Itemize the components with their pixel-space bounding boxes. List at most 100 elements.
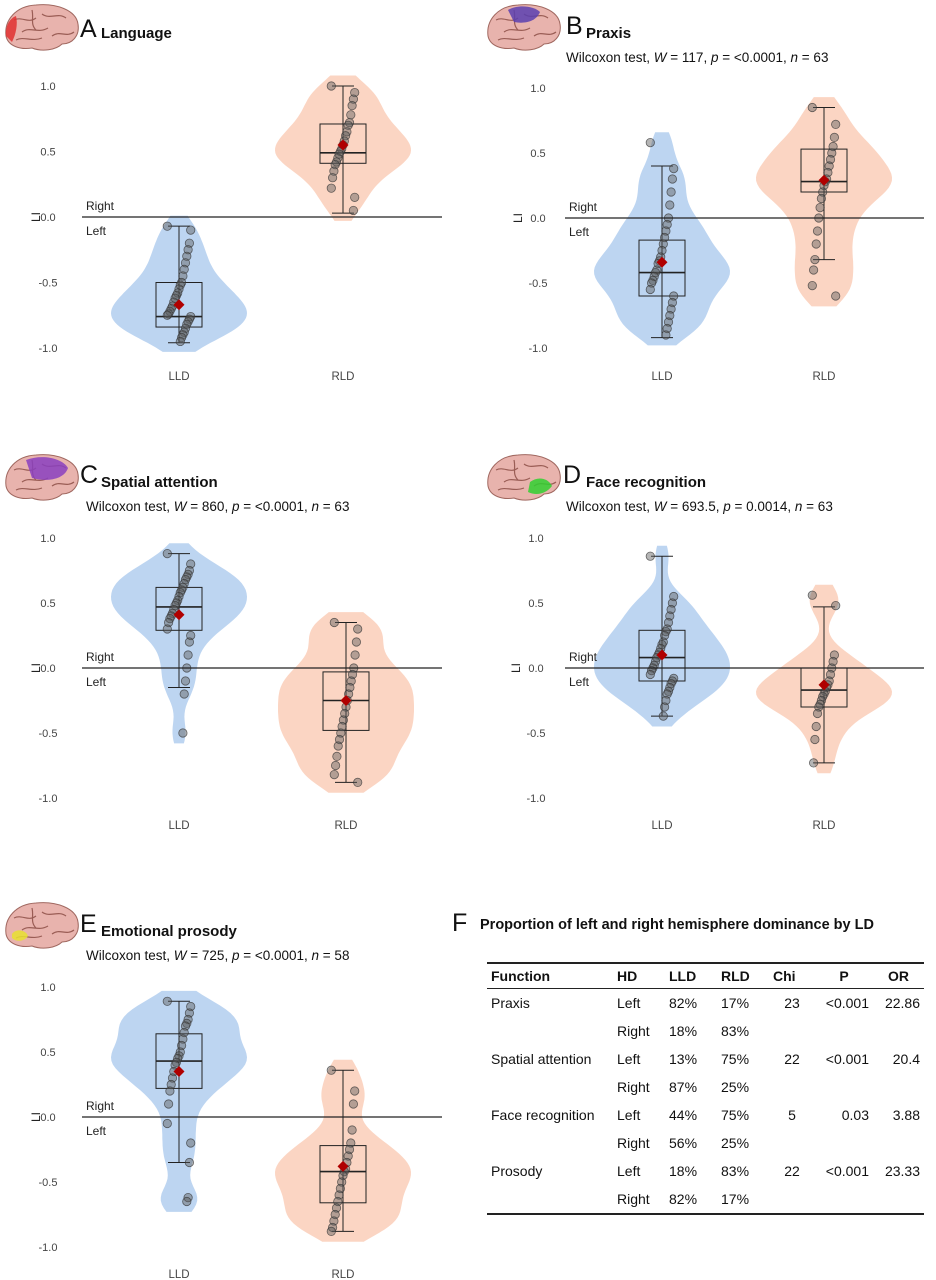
data-point xyxy=(179,689,189,699)
table-cell: <0.001 xyxy=(825,1051,869,1067)
y-tick-label: 1.0 xyxy=(40,533,55,545)
col-or: OR xyxy=(873,962,924,989)
data-point xyxy=(347,101,357,111)
col-rld: RLD xyxy=(717,962,769,989)
stat-line: Wilcoxon test, W = 693.5, p = 0.0014, n … xyxy=(566,499,833,514)
panel-letter-c: C xyxy=(80,461,99,489)
data-point xyxy=(184,1157,194,1168)
y-axis-label: LI xyxy=(509,663,523,673)
mean-marker xyxy=(818,679,830,691)
brain-region-highlight xyxy=(508,6,540,23)
data-point xyxy=(162,996,172,1006)
brain-icon xyxy=(5,454,79,501)
mean-marker xyxy=(173,299,185,311)
group-rld xyxy=(756,97,892,307)
data-point xyxy=(171,1057,181,1068)
table-cell: 23 xyxy=(784,995,800,1011)
stat-line: Wilcoxon test, W = 860, p = <0.0001, n =… xyxy=(86,499,350,514)
mean-marker xyxy=(337,139,349,151)
data-point xyxy=(182,1196,192,1207)
data-point xyxy=(812,708,823,719)
y-tick-label: 0.5 xyxy=(40,1047,55,1059)
table-cell: 82% xyxy=(665,1185,717,1215)
panel-title: Face recognition xyxy=(586,474,707,491)
data-point xyxy=(178,582,188,593)
mean-marker xyxy=(656,256,668,268)
y-tick-label: -0.5 xyxy=(529,278,548,290)
panel-title: Language xyxy=(101,25,172,42)
group-lld xyxy=(594,545,730,727)
y-tick-label: -1.0 xyxy=(39,1242,58,1254)
y-tick-label: -1.0 xyxy=(39,793,58,805)
data-point xyxy=(816,193,827,204)
data-point xyxy=(333,741,343,751)
y-tick-label: 0.5 xyxy=(40,598,55,610)
data-point xyxy=(162,221,172,231)
left-label: Left xyxy=(86,1124,107,1138)
table-header-row: Function HD LLD RLD Chi P OR xyxy=(487,962,924,989)
data-point xyxy=(807,102,817,113)
data-point xyxy=(348,1099,358,1109)
mean-marker xyxy=(337,1160,349,1172)
data-point xyxy=(178,728,188,738)
table-cell: 13% xyxy=(669,1051,698,1067)
col-chi: Chi xyxy=(769,962,815,989)
table-row: Prosody Left 18% 83% 22 <0.001 23.33 xyxy=(487,1157,924,1185)
mean-marker xyxy=(173,609,185,621)
table-cell: 25% xyxy=(721,1135,750,1151)
table-cell: 5 xyxy=(788,1107,796,1123)
box xyxy=(155,282,203,328)
table-cell: <0.001 xyxy=(825,995,869,1011)
data-point xyxy=(182,1018,192,1029)
data-point xyxy=(183,569,193,580)
brain-region-highlight xyxy=(528,478,552,494)
mean-marker xyxy=(818,174,830,186)
data-point xyxy=(326,1226,336,1237)
panel-title: Spatial attention xyxy=(101,474,218,491)
table-cell: 44% xyxy=(669,1107,698,1123)
box xyxy=(319,1145,367,1204)
data-point xyxy=(831,600,841,611)
table-cell: 75% xyxy=(721,1107,750,1123)
x-tick-label: LLD xyxy=(168,1269,189,1280)
data-point xyxy=(347,1125,357,1135)
table-cell: 17% xyxy=(717,1185,769,1215)
left-label: Left xyxy=(86,224,107,238)
brain-region-highlight xyxy=(12,930,28,941)
data-point xyxy=(812,226,823,236)
group-rld xyxy=(756,584,892,774)
panel-title: Praxis xyxy=(586,25,632,42)
data-point xyxy=(808,265,819,275)
brain-icon xyxy=(487,4,561,51)
x-tick-label: RLD xyxy=(812,820,835,832)
right-label: Right xyxy=(569,650,598,664)
y-tick-label: -0.5 xyxy=(39,728,58,740)
data-point xyxy=(350,192,360,202)
table-cell xyxy=(815,1185,873,1215)
table-cell: 82% xyxy=(669,995,698,1011)
data-point xyxy=(183,650,193,660)
table-cell: 83% xyxy=(721,1163,750,1179)
table-row: Right 87% 25% xyxy=(487,1073,924,1101)
data-point xyxy=(186,311,196,322)
brain-icon xyxy=(5,902,79,949)
table-cell: 22 xyxy=(784,1051,800,1067)
data-point xyxy=(326,183,336,193)
data-point xyxy=(665,200,675,210)
box xyxy=(319,123,367,164)
data-point xyxy=(329,617,339,628)
table-cell: Right xyxy=(617,1135,650,1151)
data-point xyxy=(186,1138,196,1148)
table-row: Right 18% 83% xyxy=(487,1017,924,1045)
data-point xyxy=(162,624,172,634)
group-lld xyxy=(594,132,730,346)
brain-region-highlight xyxy=(5,16,17,42)
group-rld xyxy=(275,1059,411,1242)
table-row: Spatial attention Left 13% 75% 22 <0.001 20.4 xyxy=(487,1045,924,1073)
data-point xyxy=(180,676,191,686)
data-point xyxy=(340,131,351,141)
y-tick-label: 0.5 xyxy=(530,148,545,160)
data-point xyxy=(350,650,360,660)
data-point xyxy=(658,711,668,721)
x-tick-label: LLD xyxy=(651,371,672,383)
